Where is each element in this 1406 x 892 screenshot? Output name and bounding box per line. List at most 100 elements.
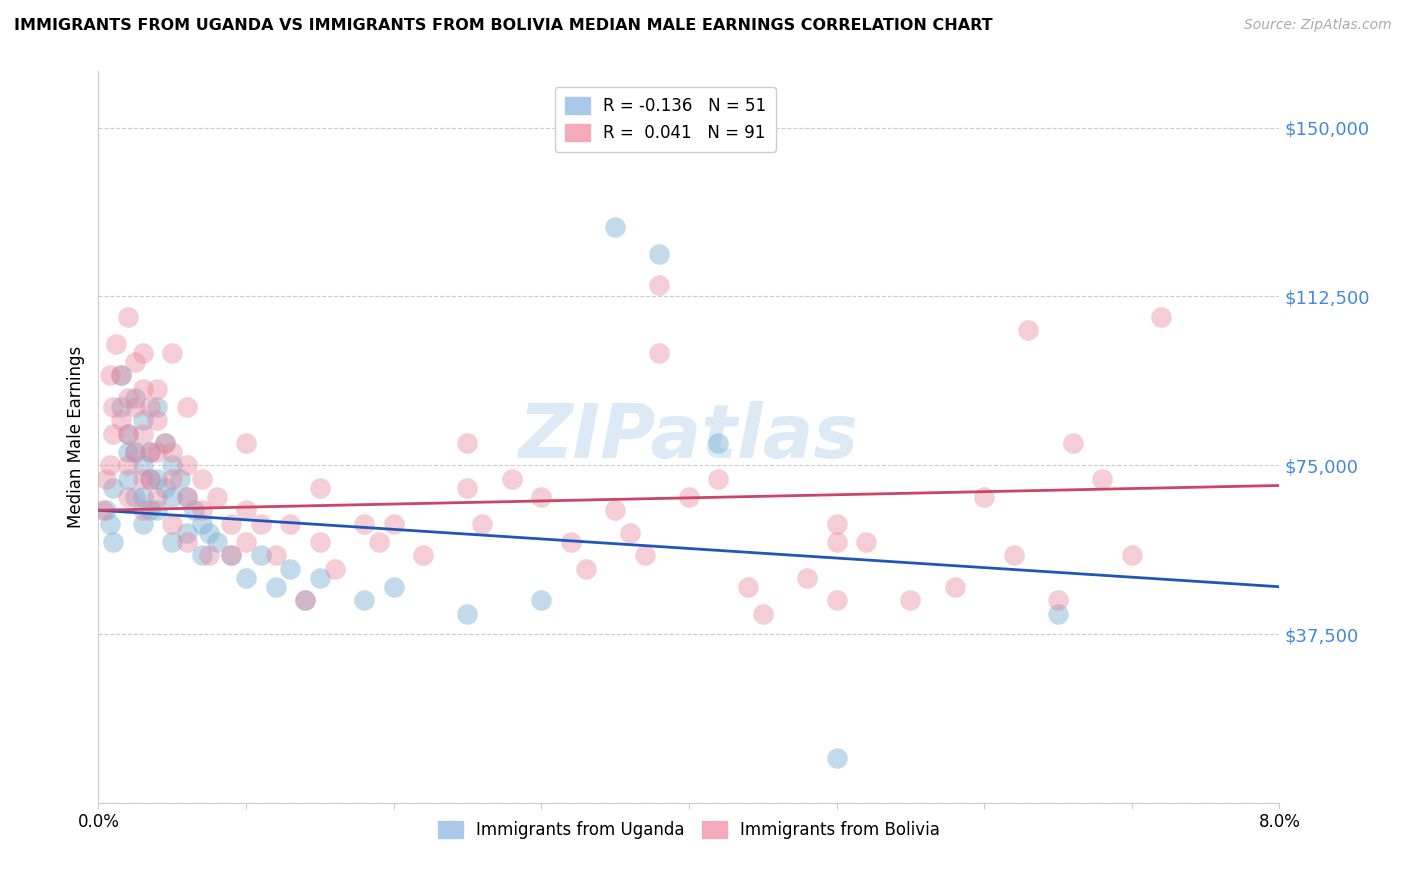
Point [796, 571, 818, 585]
Point [1121, 548, 1143, 562]
Point [146, 490, 169, 504]
Point [900, 593, 922, 607]
Point [110, 400, 132, 414]
Point [132, 472, 155, 486]
Point [176, 490, 198, 504]
Point [153, 435, 176, 450]
Point [605, 503, 627, 517]
Point [132, 503, 155, 517]
Point [457, 481, 479, 495]
Point [221, 516, 243, 531]
Point [1018, 323, 1040, 337]
Point [191, 516, 214, 531]
Point [176, 490, 198, 504]
Point [94, 472, 117, 486]
Point [235, 534, 257, 549]
Point [737, 580, 759, 594]
Point [382, 516, 405, 531]
Point [471, 516, 494, 531]
Point [117, 391, 139, 405]
Point [264, 580, 287, 594]
Point [176, 534, 198, 549]
Point [132, 413, 155, 427]
Point [235, 503, 257, 517]
Point [139, 503, 162, 517]
Point [457, 607, 479, 621]
Point [98, 516, 121, 531]
Point [198, 548, 221, 562]
Point [943, 580, 966, 594]
Point [191, 503, 214, 517]
Point [91, 503, 114, 517]
Point [648, 345, 671, 359]
Point [825, 534, 848, 549]
Point [132, 458, 155, 473]
Point [648, 278, 671, 293]
Point [162, 458, 183, 473]
Point [235, 571, 257, 585]
Legend: Immigrants from Uganda, Immigrants from Bolivia: Immigrants from Uganda, Immigrants from … [432, 814, 946, 846]
Point [280, 562, 302, 576]
Point [191, 472, 214, 486]
Point [103, 426, 125, 441]
Point [105, 336, 128, 351]
Point [124, 444, 146, 458]
Point [132, 382, 155, 396]
Point [353, 516, 375, 531]
Point [94, 503, 117, 517]
Point [205, 534, 228, 549]
Point [294, 593, 316, 607]
Point [634, 548, 657, 562]
Point [139, 400, 162, 414]
Point [124, 391, 146, 405]
Point [648, 246, 671, 260]
Point [309, 534, 332, 549]
Point [530, 490, 553, 504]
Point [169, 472, 191, 486]
Text: ZIPatlas: ZIPatlas [519, 401, 859, 474]
Point [132, 516, 155, 531]
Point [176, 525, 198, 540]
Point [139, 444, 162, 458]
Point [146, 503, 169, 517]
Point [457, 435, 479, 450]
Point [153, 481, 176, 495]
Point [153, 435, 176, 450]
Point [117, 490, 139, 504]
Point [162, 345, 183, 359]
Point [1150, 310, 1173, 324]
Point [117, 458, 139, 473]
Point [124, 444, 146, 458]
Point [98, 368, 121, 383]
Point [139, 444, 162, 458]
Point [575, 562, 598, 576]
Point [368, 534, 391, 549]
Text: Source: ZipAtlas.com: Source: ZipAtlas.com [1244, 18, 1392, 32]
Point [250, 516, 273, 531]
Point [264, 548, 287, 562]
Point [146, 444, 169, 458]
Point [176, 400, 198, 414]
Point [162, 472, 183, 486]
Point [146, 400, 169, 414]
Point [1002, 548, 1025, 562]
Point [973, 490, 995, 504]
Point [162, 516, 183, 531]
Point [198, 525, 221, 540]
Point [280, 516, 302, 531]
Point [1046, 607, 1070, 621]
Point [235, 435, 257, 450]
Point [124, 400, 146, 414]
Point [132, 490, 155, 504]
Point [176, 458, 198, 473]
Point [117, 472, 139, 486]
Point [191, 548, 214, 562]
Point [825, 516, 848, 531]
Point [139, 472, 162, 486]
Point [117, 426, 139, 441]
Point [825, 751, 848, 765]
Point [146, 472, 169, 486]
Point [139, 472, 162, 486]
Point [309, 481, 332, 495]
Point [250, 548, 273, 562]
